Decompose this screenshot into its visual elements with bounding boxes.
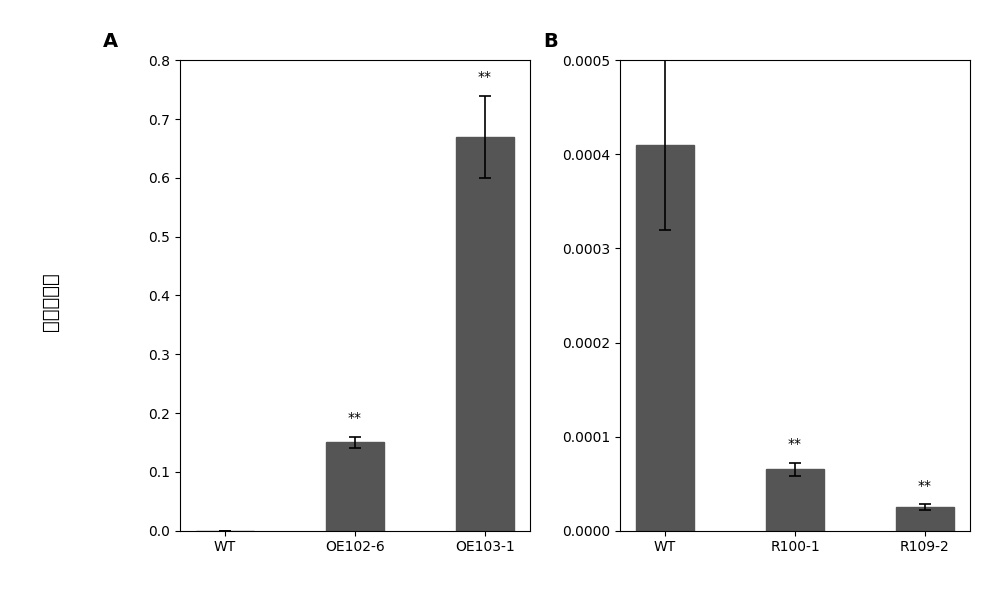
Bar xyxy=(456,137,514,531)
Text: A: A xyxy=(103,32,118,51)
Bar xyxy=(636,145,694,531)
Bar xyxy=(326,443,384,531)
Text: 相对表达量: 相对表达量 xyxy=(40,272,60,331)
Text: **: ** xyxy=(348,411,362,425)
Text: **: ** xyxy=(918,479,932,493)
Text: B: B xyxy=(543,32,558,51)
Bar xyxy=(766,470,824,531)
Text: **: ** xyxy=(788,437,802,451)
Text: **: ** xyxy=(478,70,492,84)
Bar xyxy=(896,507,954,531)
